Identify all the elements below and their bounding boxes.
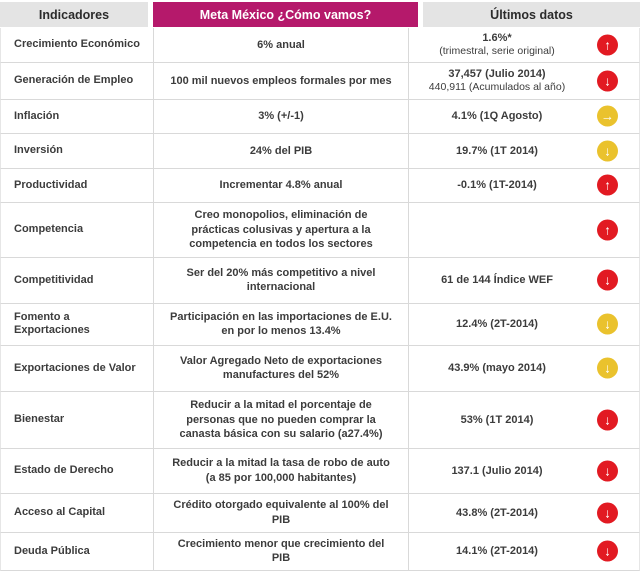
latest-data-cell: 43.9% (mayo 2014) ↓ [409,346,639,391]
meta-target: 100 mil nuevos empleos formales por mes [154,62,409,99]
latest-value: 43.9% (mayo 2014) [448,362,546,375]
indicator-name: Fomento a Exportaciones [1,303,154,345]
trend-down-icon: ↓ [597,502,618,524]
indicator-name: Inflación [1,99,154,133]
column-header-meta-mexico: Meta México ¿Cómo vamos? [153,2,418,27]
indicator-name: Crecimiento Económico [1,28,154,62]
trend-down-icon: ↓ [597,409,618,431]
trend-down-icon: ↓ [597,460,618,482]
latest-value: 53% (1T 2014) [460,413,534,426]
latest-value: 137.1 (Julio 2014) [451,464,543,477]
latest-value: 19.7% (1T 2014) [456,144,538,157]
meta-target: Participación en las importaciones de E.… [154,303,409,345]
trend-down-icon: ↓ [597,269,618,291]
meta-target: 6% anual [154,28,409,62]
table-row: Competencia Creo monopolios, eliminación… [0,202,640,258]
latest-data-cell: 1.6%* (trimestral, serie original) ↑ [409,28,639,62]
latest-data-cell: 14.1% (2T-2014) ↓ [409,533,639,571]
latest-data-cell: 4.1% (1Q Agosto) → [409,100,639,133]
indicator-name: Acceso al Capital [1,493,154,532]
table-header: Indicadores Meta México ¿Cómo vamos? Últ… [0,2,640,27]
latest-value: 43.8% (2T-2014) [456,506,538,519]
meta-target: Creo monopolios, eliminación de práctica… [154,202,409,257]
table-row: Crecimiento Económico 6% anual 1.6%* (tr… [0,28,640,63]
latest-value: 1.6%* [482,32,512,44]
latest-data-cell: 12.4% (2T-2014) ↓ [409,304,639,345]
latest-data-cell: 43.8% (2T-2014) ↓ [409,494,639,532]
table-row: Deuda Pública Crecimiento menor que crec… [0,532,640,571]
indicator-name: Generación de Empleo [1,62,154,99]
latest-data-cell: -0.1% (1T-2014) ↑ [409,169,639,202]
latest-data-cell: ↑ [409,203,639,257]
trend-up-icon: ↑ [597,174,618,196]
table-row: Competitividad Ser del 20% más competiti… [0,257,640,304]
indicator-name: Competitividad [1,257,154,303]
latest-value: 37,457 (Julio 2014) [448,67,546,80]
meta-target: Ser del 20% más competitivo a nivel inte… [154,257,409,303]
table-row: Exportaciones de Valor Valor Agregado Ne… [0,345,640,392]
latest-detail: 440,911 (Acumulados al año) [428,81,566,94]
meta-target: Reducir a la mitad el porcentaje de pers… [154,391,409,448]
latest-value: 4.1% (1Q Agosto) [451,110,543,123]
indicator-name: Inversión [1,133,154,168]
table-row: Fomento a Exportaciones Participación en… [0,303,640,346]
table-row: Productividad Incrementar 4.8% anual -0.… [0,168,640,203]
table-row: Bienestar Reducir a la mitad el porcenta… [0,391,640,449]
latest-data-cell: 19.7% (1T 2014) ↓ [409,134,639,168]
trend-down-icon: ↓ [597,140,618,162]
meta-target: Crecimiento menor que crecimiento del PI… [154,532,409,571]
column-header-indicadores: Indicadores [0,2,148,27]
latest-data-cell: 37,457 (Julio 2014) 440,911 (Acumulados … [409,63,639,99]
meta-target: Crédito otorgado equivalente al 100% del… [154,493,409,532]
table-row: Inflación 3% (+/-1) 4.1% (1Q Agosto) → [0,99,640,134]
trend-down-icon: ↓ [597,313,618,335]
latest-detail: (trimestral, serie original) [439,45,555,58]
table-row: Generación de Empleo 100 mil nuevos empl… [0,62,640,100]
indicator-name: Deuda Pública [1,532,154,571]
trend-down-icon: ↓ [597,70,618,92]
trend-right-icon: → [597,105,618,127]
table-row: Inversión 24% del PIB 19.7% (1T 2014) ↓ [0,133,640,169]
latest-data-cell: 53% (1T 2014) ↓ [409,392,639,448]
latest-data-cell: 61 de 144 Índice WEF ↓ [409,258,639,303]
indicator-name: Competencia [1,202,154,257]
table-row: Acceso al Capital Crédito otorgado equiv… [0,493,640,533]
column-header-ultimos-datos: Últimos datos [423,2,640,27]
latest-data-cell: 137.1 (Julio 2014) ↓ [409,449,639,493]
trend-down-icon: ↓ [597,540,618,562]
trend-up-icon: ↑ [597,219,618,241]
latest-value: -0.1% (1T-2014) [457,179,537,192]
indicator-name: Exportaciones de Valor [1,345,154,391]
meta-target: 3% (+/-1) [154,99,409,133]
meta-target: 24% del PIB [154,133,409,168]
latest-value: 61 de 144 Índice WEF [441,274,553,287]
table-row: Estado de Derecho Reducir a la mitad la … [0,448,640,494]
indicator-name: Bienestar [1,391,154,448]
latest-value: 12.4% (2T-2014) [456,318,538,331]
trend-down-icon: ↓ [597,357,618,379]
meta-target: Reducir a la mitad la tasa de robo de au… [154,448,409,493]
meta-target: Incrementar 4.8% anual [154,168,409,202]
indicator-name: Productividad [1,168,154,202]
indicator-name: Estado de Derecho [1,448,154,493]
latest-value: 14.1% (2T-2014) [456,545,538,558]
trend-up-icon: ↑ [597,34,618,56]
meta-target: Valor Agregado Neto de exportaciones man… [154,345,409,391]
